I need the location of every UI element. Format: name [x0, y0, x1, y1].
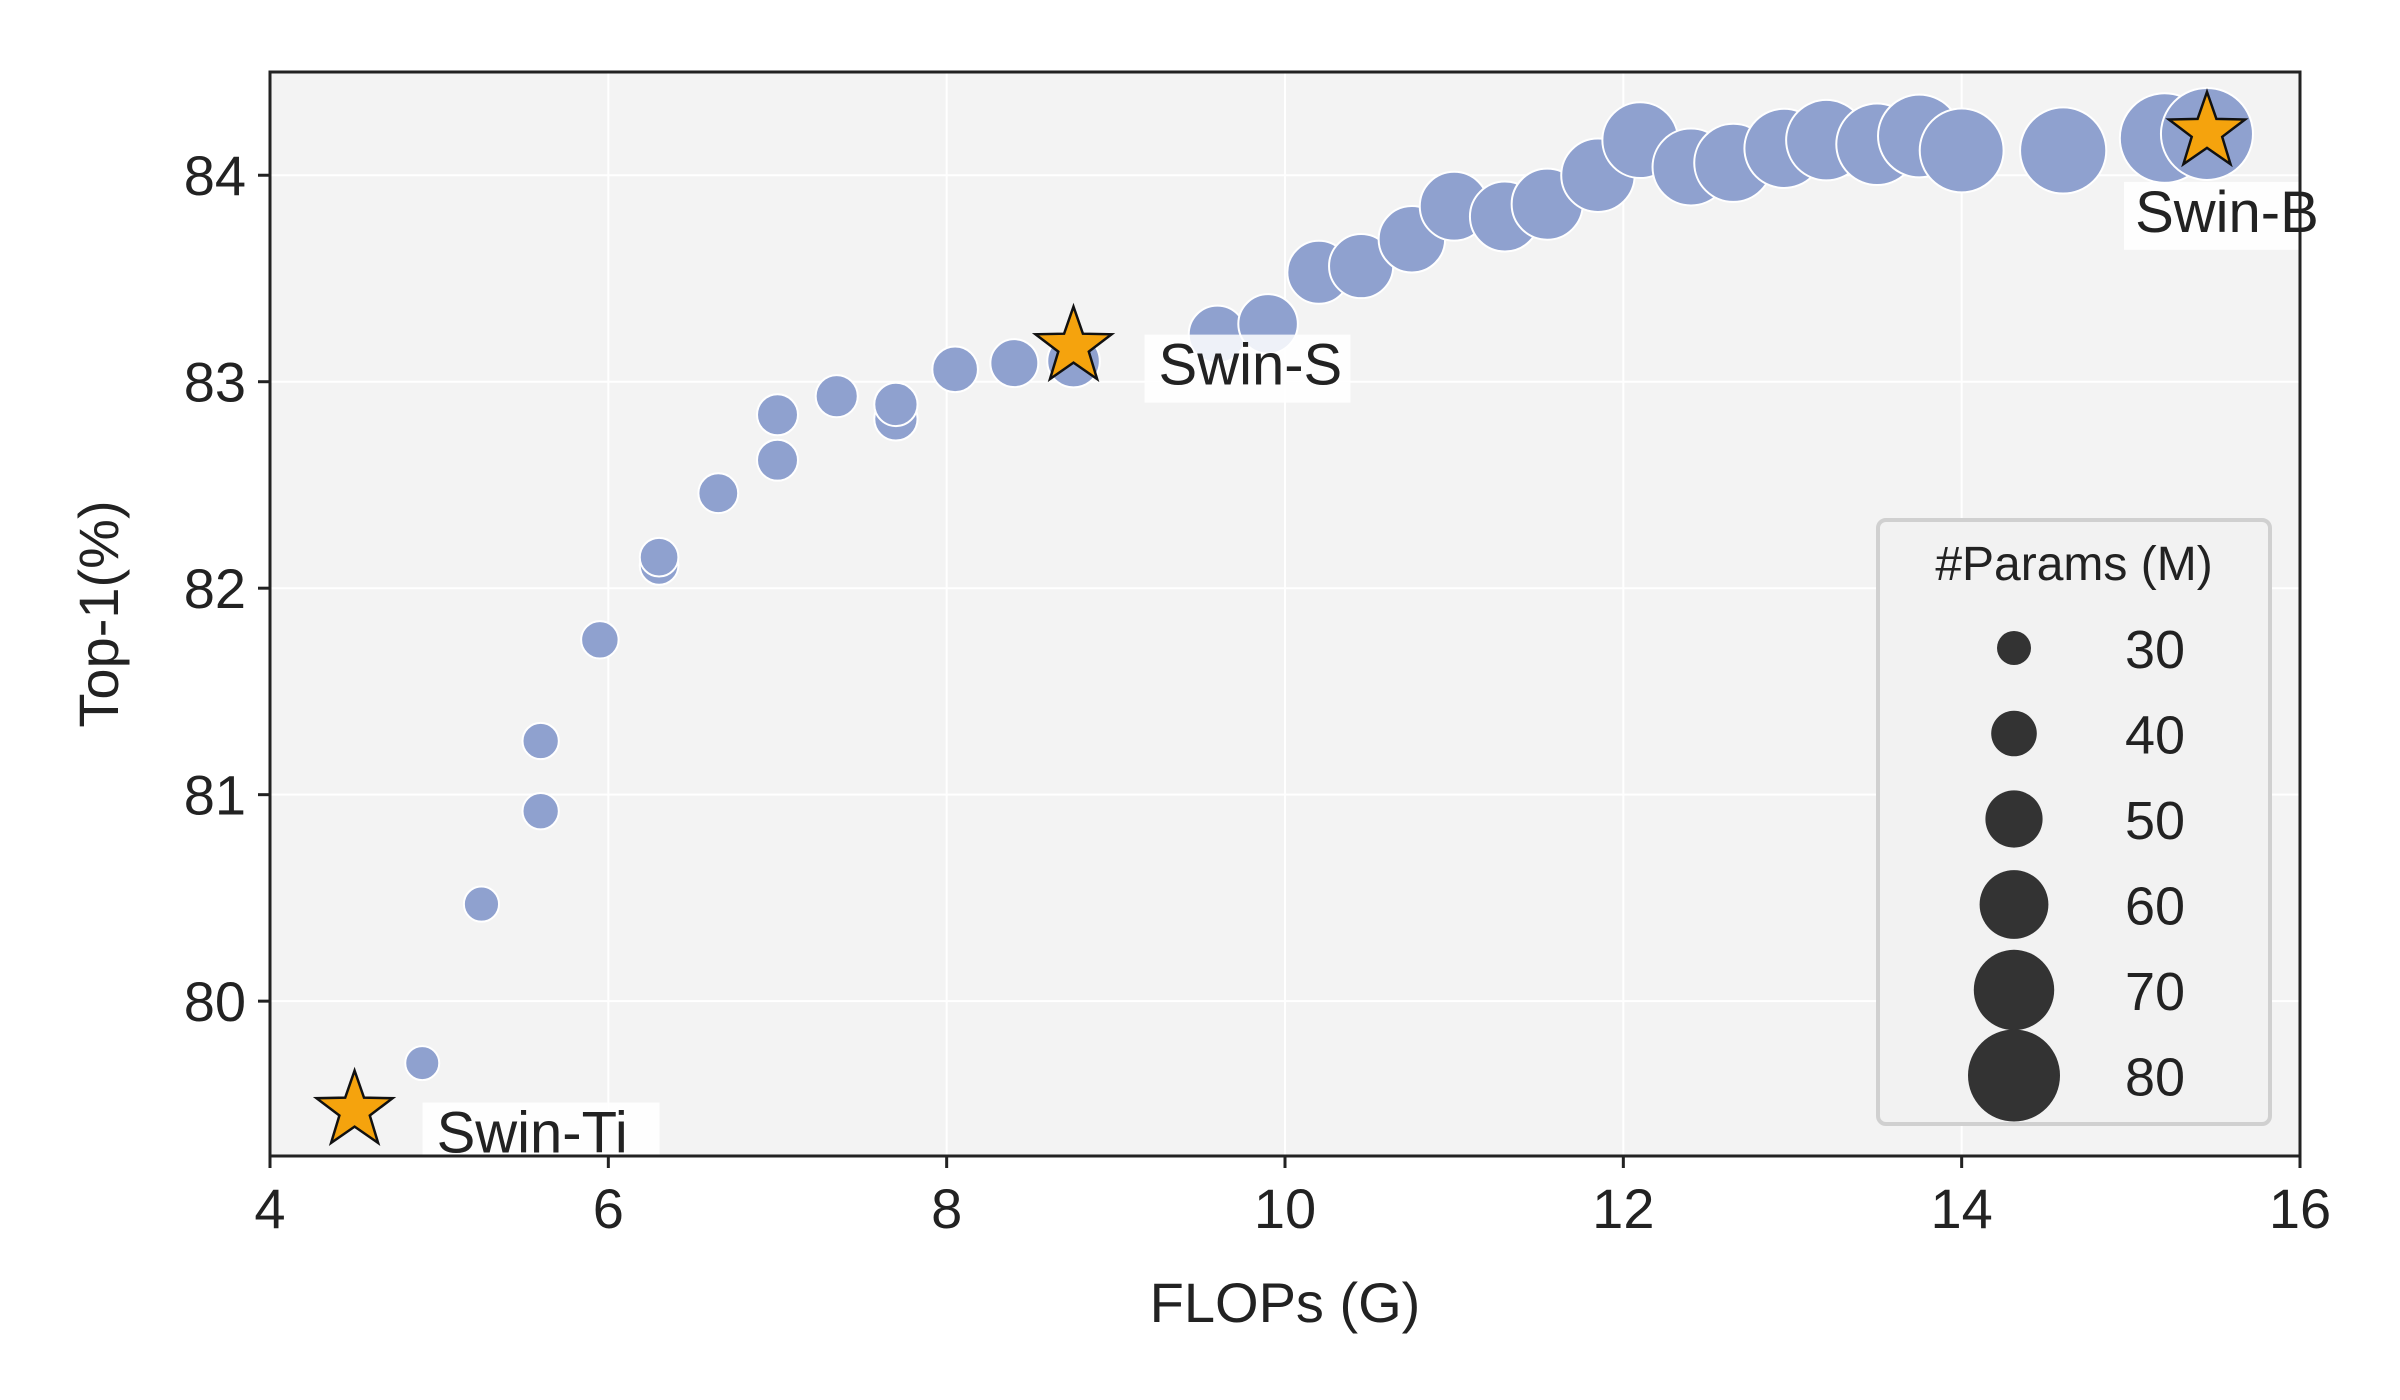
y-axis-label: Top-1(%) — [67, 500, 130, 727]
star-markers — [312, 88, 2249, 1146]
x-tick-label: 10 — [1254, 1177, 1316, 1240]
x-tick-label: 4 — [254, 1177, 285, 1240]
y-tick-label: 83 — [184, 351, 246, 414]
data-point — [638, 536, 680, 578]
data-point — [1918, 107, 2005, 194]
legend-box — [1876, 518, 2272, 1126]
data-point — [404, 1045, 441, 1082]
star-marker — [1031, 302, 1116, 383]
data-point — [756, 438, 799, 482]
star-marker — [312, 1066, 397, 1146]
legend-marker — [1979, 870, 2049, 939]
legend-label: 50 — [2125, 791, 2185, 851]
y-tick-label: 84 — [184, 144, 246, 207]
x-axis-ticks: 4 6 8 10 12 14 16 — [254, 1156, 2331, 1240]
annotation-background — [2123, 181, 2330, 250]
data-point — [931, 345, 979, 394]
legend-marker — [1985, 790, 2043, 848]
y-axis-ticks: 80 81 82 83 84 — [184, 144, 270, 1033]
data-point — [462, 885, 501, 923]
data-point — [814, 374, 859, 419]
legend-marker — [1973, 949, 2055, 1031]
x-tick-label: 8 — [931, 1177, 962, 1240]
star-marker — [2165, 88, 2249, 168]
data-point — [580, 620, 620, 660]
x-tick-label: 12 — [1592, 1177, 1654, 1240]
legend-label: 30 — [2125, 620, 2185, 680]
data-point — [697, 472, 740, 515]
legend: #Params (M) 30 40 50 60 70 80 — [1876, 518, 2272, 1126]
legend-label: 70 — [2125, 962, 2185, 1022]
legend-marker — [1968, 1029, 2060, 1122]
data-point — [2019, 106, 2108, 195]
annotation-label: Swin-B — [2135, 180, 2319, 245]
legend-title: #Params (M) — [1935, 538, 2212, 591]
data-point — [873, 381, 919, 428]
legend-marker — [1997, 631, 2031, 665]
annotation-background — [422, 1102, 660, 1171]
data-point — [989, 338, 1040, 389]
legend-label: 60 — [2125, 877, 2185, 937]
x-tick-label: 16 — [2269, 1177, 2331, 1240]
annotation-label: Swin-S — [1159, 333, 1343, 398]
legend-label: 80 — [2125, 1048, 2185, 1108]
data-point — [521, 721, 560, 761]
y-tick-label: 82 — [184, 557, 246, 620]
x-tick-label: 14 — [1931, 1177, 1993, 1240]
y-tick-label: 80 — [184, 970, 246, 1033]
x-tick-label: 6 — [593, 1177, 624, 1240]
legend-marker — [1991, 710, 2037, 757]
y-tick-label: 81 — [184, 764, 246, 827]
legend-label: 40 — [2125, 706, 2185, 766]
x-axis-label: FLOPs (G) — [1150, 1271, 1421, 1334]
data-point — [521, 792, 560, 831]
annotation-background — [1144, 334, 1351, 403]
data-point — [756, 393, 799, 437]
